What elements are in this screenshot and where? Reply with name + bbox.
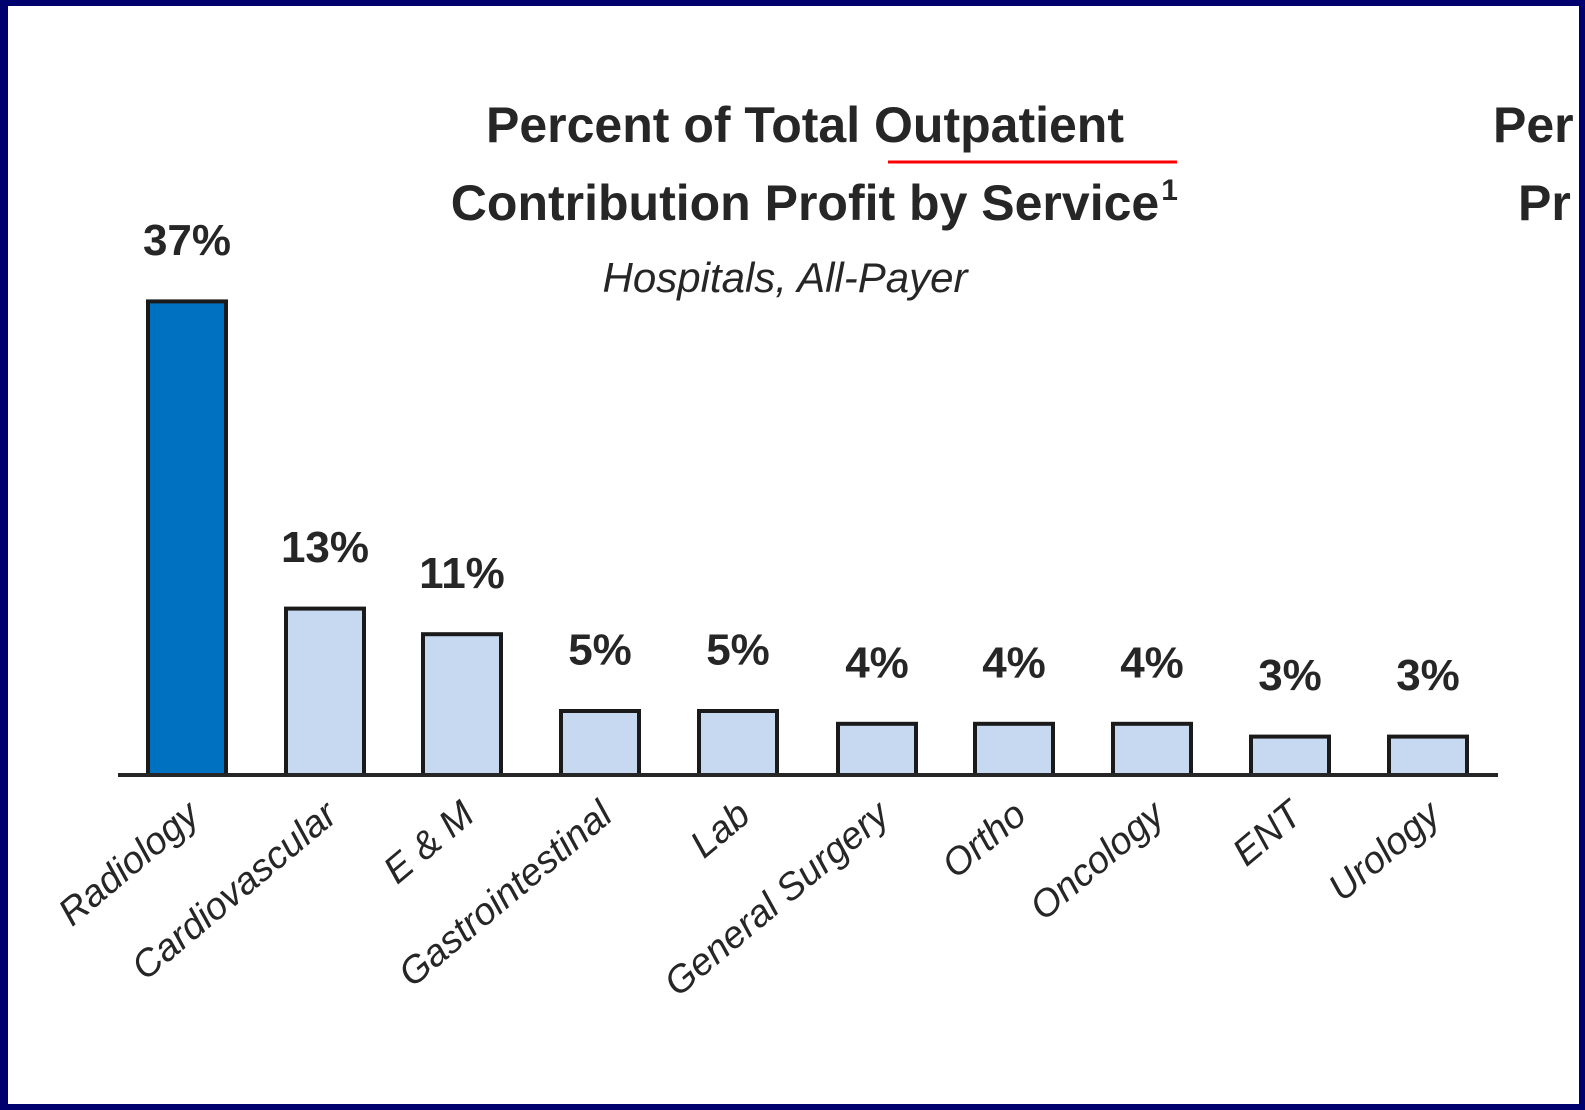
value-label: 4% <box>845 638 909 687</box>
bar <box>836 721 918 777</box>
panel <box>8 6 1579 1104</box>
title-note: 1 <box>1161 174 1178 207</box>
bar <box>1111 721 1193 777</box>
bar <box>1387 734 1469 777</box>
bar <box>146 299 228 777</box>
value-label: 37% <box>143 216 231 265</box>
bar <box>284 606 366 777</box>
value-label: 4% <box>1120 638 1184 687</box>
value-label: 11% <box>419 549 505 598</box>
chart-title: Percent of Total Outpatient <box>486 97 1124 153</box>
value-label: 5% <box>568 626 632 675</box>
clipped-title: Pr <box>1518 175 1571 231</box>
bar <box>973 721 1055 777</box>
clipped-title: Per <box>1493 97 1574 153</box>
value-label: 3% <box>1396 651 1460 700</box>
value-label: 4% <box>982 638 1046 687</box>
bar <box>1249 734 1331 777</box>
value-label: 13% <box>281 523 369 572</box>
bar <box>697 709 779 777</box>
chart-subtitle: Hospitals, All-Payer <box>603 254 970 301</box>
value-label: 5% <box>706 626 770 675</box>
bar <box>421 632 503 778</box>
value-label: 3% <box>1258 651 1322 700</box>
chart-title: Contribution Profit by Service <box>451 175 1159 231</box>
bar <box>559 709 641 777</box>
